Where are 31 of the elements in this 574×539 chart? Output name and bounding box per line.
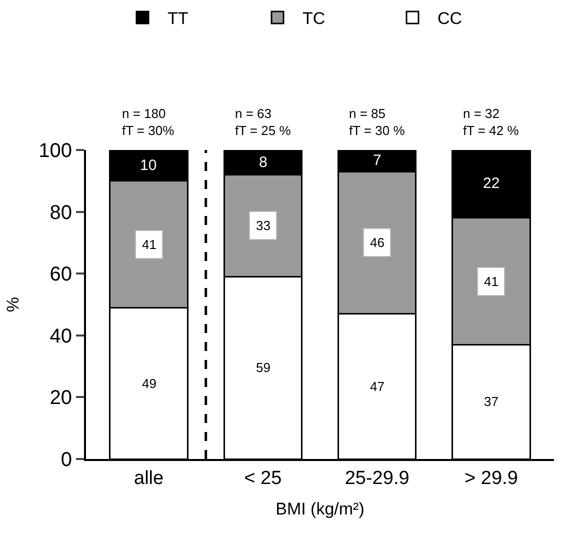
y-tick-label: 0 [60,449,72,471]
y-axis-title: % [4,296,23,312]
x-tick-label: 25-29.9 [344,468,410,489]
data-label: 10 [140,157,157,174]
x-tick-label: > 29.9 [464,468,518,489]
legend-label: TT [168,9,188,28]
data-label: 33 [256,218,270,233]
data-label: 37 [484,394,498,409]
data-label: 41 [484,274,498,289]
data-label: 49 [142,376,156,391]
text: n = 85 fT = 30 % [349,106,406,138]
data-label: 46 [370,235,384,250]
y-tick-label: 20 [50,387,72,410]
data-label: 47 [370,379,384,394]
data-label: 41 [142,237,156,252]
text: n = 63 fT = 25 % [235,106,292,138]
x-tick-label: alle [134,468,164,489]
x-tick-label: < 25 [244,468,282,489]
text: n = 180 fT = 30% [122,106,175,138]
text: n = 32 fT = 42 % [463,106,520,138]
data-label: 59 [256,360,270,375]
legend-label: CC [438,9,462,28]
y-tick-label: 100 [38,140,72,162]
y-tick-label: 80 [50,202,72,224]
x-axis-title: BMI (kg/m²) [276,500,364,519]
data-label: 8 [259,154,268,171]
data-label: 22 [483,175,500,192]
y-tick-label: 40 [50,325,72,348]
data-label: 7 [373,152,382,169]
legend-label: TC [302,9,326,28]
y-tick-label: 60 [50,264,72,286]
